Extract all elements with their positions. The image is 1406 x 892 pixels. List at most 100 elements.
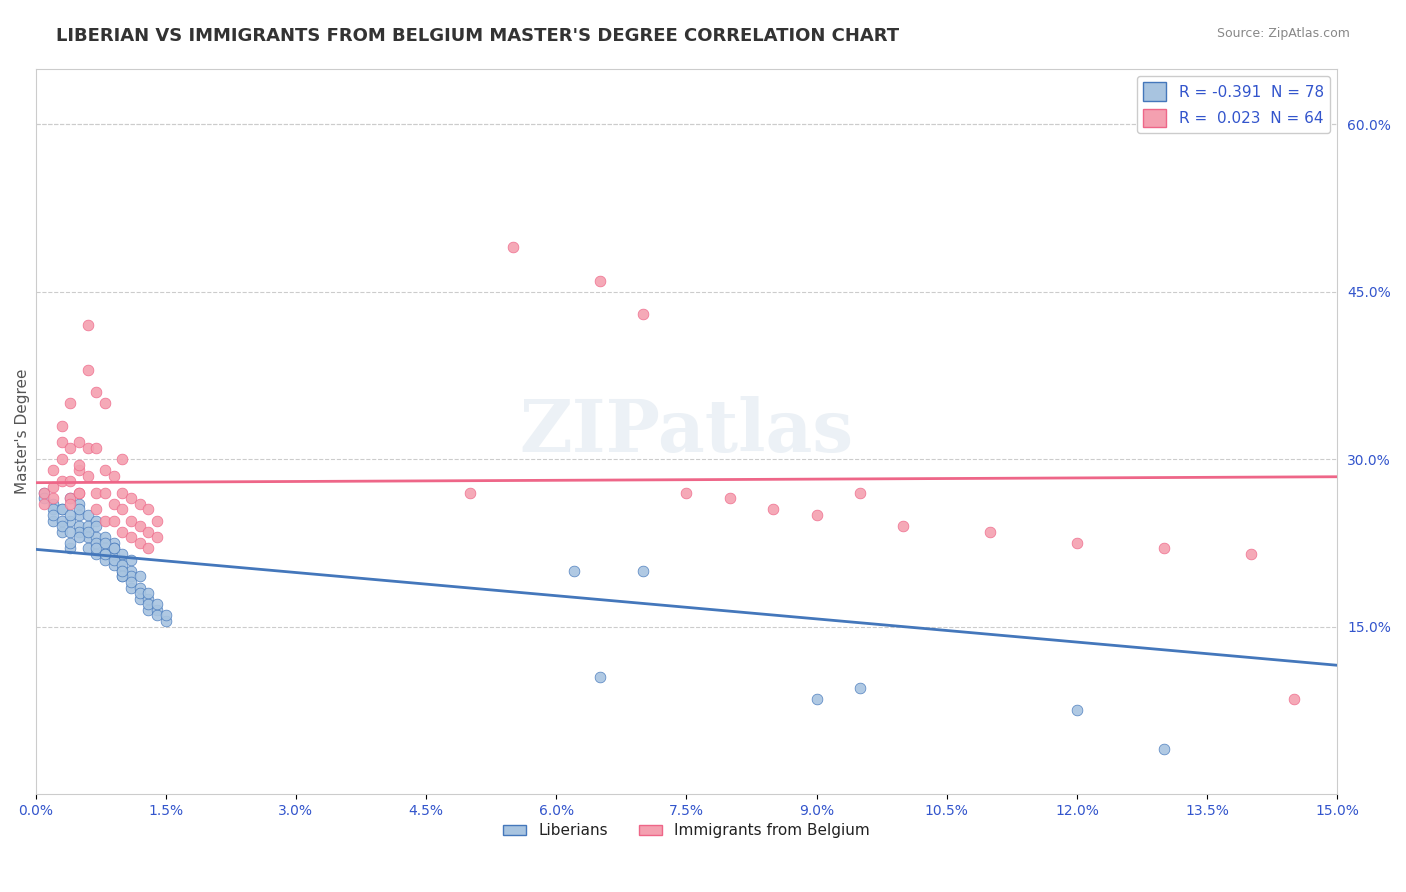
Point: [849, 485, 872, 500]
Point: [120, 530, 142, 544]
Point: [111, 569, 134, 583]
Point: [675, 485, 697, 500]
Point: [59, 497, 82, 511]
Point: [138, 586, 160, 600]
Point: [631, 307, 654, 321]
Point: [128, 581, 150, 595]
Point: [59, 536, 82, 550]
Point: [67, 458, 90, 472]
Point: [84, 519, 107, 533]
Point: [120, 491, 142, 506]
Point: [589, 670, 612, 684]
Point: [76, 441, 98, 455]
Point: [146, 597, 169, 611]
Point: [51, 514, 73, 528]
Point: [111, 558, 134, 573]
Point: [111, 452, 134, 467]
Point: [979, 524, 1001, 539]
Point: [128, 519, 150, 533]
Point: [94, 530, 117, 544]
Point: [103, 541, 125, 556]
Point: [146, 530, 169, 544]
Text: ZIPatlas: ZIPatlas: [519, 396, 853, 467]
Point: [42, 497, 65, 511]
Point: [51, 418, 73, 433]
Point: [84, 530, 107, 544]
Point: [67, 502, 90, 516]
Point: [103, 547, 125, 561]
Point: [893, 519, 915, 533]
Point: [589, 274, 612, 288]
Point: [128, 536, 150, 550]
Point: [806, 508, 828, 522]
Point: [84, 385, 107, 400]
Point: [138, 502, 160, 516]
Point: [67, 485, 90, 500]
Point: [631, 564, 654, 578]
Point: [67, 497, 90, 511]
Point: [94, 552, 117, 566]
Point: [59, 541, 82, 556]
Point: [67, 530, 90, 544]
Point: [103, 558, 125, 573]
Point: [59, 491, 82, 506]
Point: [120, 552, 142, 566]
Point: [111, 502, 134, 516]
Point: [59, 514, 82, 528]
Point: [51, 435, 73, 450]
Point: [76, 541, 98, 556]
Point: [94, 396, 117, 410]
Point: [67, 519, 90, 533]
Point: [51, 502, 73, 516]
Point: [1153, 541, 1175, 556]
Point: [76, 363, 98, 377]
Point: [51, 524, 73, 539]
Text: LIBERIAN VS IMMIGRANTS FROM BELGIUM MASTER'S DEGREE CORRELATION CHART: LIBERIAN VS IMMIGRANTS FROM BELGIUM MAST…: [56, 27, 900, 45]
Point: [146, 514, 169, 528]
Y-axis label: Master's Degree: Master's Degree: [15, 368, 30, 494]
Point: [128, 591, 150, 606]
Point: [67, 463, 90, 477]
Point: [94, 485, 117, 500]
Point: [67, 485, 90, 500]
Point: [128, 497, 150, 511]
Point: [562, 564, 585, 578]
Point: [94, 514, 117, 528]
Point: [120, 514, 142, 528]
Point: [84, 441, 107, 455]
Point: [94, 463, 117, 477]
Point: [146, 603, 169, 617]
Point: [94, 536, 117, 550]
Point: [32, 485, 55, 500]
Point: [103, 469, 125, 483]
Point: [128, 586, 150, 600]
Point: [138, 597, 160, 611]
Point: [1066, 703, 1088, 717]
Point: [111, 564, 134, 578]
Point: [155, 614, 177, 628]
Point: [59, 396, 82, 410]
Point: [76, 469, 98, 483]
Point: [155, 608, 177, 623]
Point: [138, 524, 160, 539]
Point: [120, 564, 142, 578]
Point: [146, 608, 169, 623]
Point: [67, 435, 90, 450]
Point: [84, 536, 107, 550]
Point: [42, 480, 65, 494]
Point: [84, 502, 107, 516]
Point: [120, 574, 142, 589]
Point: [42, 502, 65, 516]
Point: [32, 485, 55, 500]
Point: [42, 491, 65, 506]
Point: [1282, 692, 1305, 706]
Text: Source: ZipAtlas.com: Source: ZipAtlas.com: [1216, 27, 1350, 40]
Point: [59, 441, 82, 455]
Point: [59, 475, 82, 489]
Point: [806, 692, 828, 706]
Point: [718, 491, 741, 506]
Point: [94, 547, 117, 561]
Point: [111, 569, 134, 583]
Point: [42, 463, 65, 477]
Point: [103, 536, 125, 550]
